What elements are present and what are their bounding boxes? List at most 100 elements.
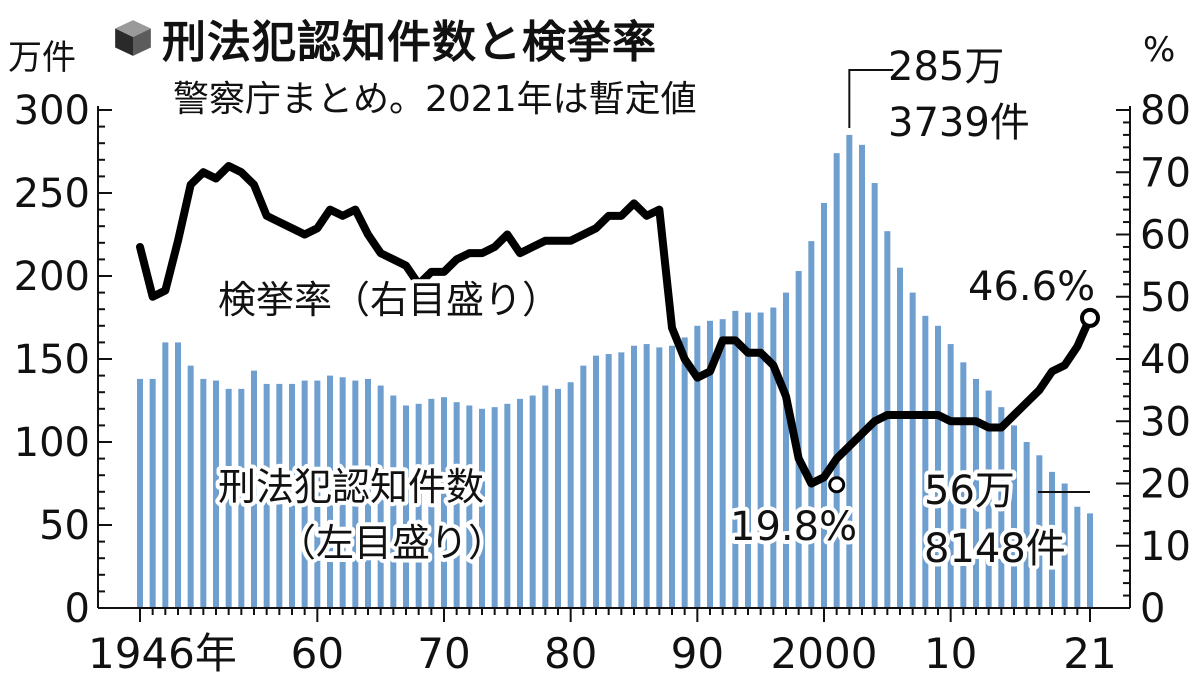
right-tick-label: 80 — [1140, 88, 1191, 134]
bar — [909, 292, 916, 608]
bar — [149, 378, 156, 608]
bar — [555, 388, 561, 608]
left-tick-label: 200 — [14, 254, 90, 300]
bar — [453, 402, 460, 608]
clearance-rate-line — [136, 162, 1094, 488]
left-tick-label: 0 — [65, 586, 90, 632]
bar — [719, 319, 726, 608]
last-rate-annotation: 46.6% — [968, 264, 1095, 310]
bar — [973, 378, 979, 608]
right-tick-label: 0 — [1140, 586, 1165, 632]
bar — [783, 292, 789, 608]
bar-series-sublabel: （左目盛り） — [278, 521, 506, 565]
x-tick-label: 21 — [1063, 629, 1116, 675]
bar — [808, 241, 815, 608]
bar — [390, 395, 397, 608]
right-tick-label: 60 — [1140, 213, 1191, 259]
bar — [263, 383, 270, 608]
bar — [643, 344, 650, 608]
bar — [162, 342, 169, 608]
bar — [859, 144, 865, 609]
right-tick-label: 40 — [1140, 337, 1191, 383]
bar — [1074, 506, 1081, 608]
x-tick-label: 90 — [671, 629, 724, 675]
bar — [656, 347, 663, 608]
right-tick-label: 20 — [1140, 462, 1191, 508]
bar — [175, 342, 181, 608]
bar — [276, 383, 283, 608]
bar — [694, 325, 701, 608]
bar — [1036, 455, 1043, 608]
bar — [517, 398, 523, 608]
bar — [985, 390, 992, 608]
bar — [821, 202, 827, 608]
last-count-annotation-line1: 56万 — [924, 468, 1015, 514]
chart-labels: 検挙率（右目盛り） 刑法犯認知件数 （左目盛り） 285万 3739件 19.8% 46.6… — [214, 44, 1099, 576]
bar — [352, 380, 359, 608]
bar — [567, 382, 574, 608]
x-tick-label: 2000 — [771, 629, 878, 675]
left-tick-label: 100 — [14, 420, 90, 466]
bar — [681, 337, 688, 608]
right-tick-label: 30 — [1140, 399, 1191, 445]
chart-title: 刑法犯認知件数と検挙率 — [162, 17, 657, 68]
bar — [251, 370, 257, 608]
bar — [491, 407, 498, 608]
bar-series-label: 刑法犯認知件数 — [218, 465, 484, 509]
bar — [542, 385, 549, 608]
bar — [631, 345, 637, 608]
left-axis-unit: 万件 — [8, 38, 76, 78]
x-tick-label: 80 — [544, 629, 597, 675]
bar-series — [137, 134, 1093, 609]
bar — [403, 405, 409, 608]
bar — [1061, 483, 1068, 608]
bar — [871, 183, 878, 609]
bar — [745, 312, 751, 608]
x-tick-label: 70 — [417, 629, 470, 675]
bar — [669, 345, 675, 608]
bar — [213, 380, 219, 608]
bar — [415, 403, 422, 608]
bar — [327, 375, 333, 608]
bar — [1023, 442, 1030, 608]
line-series-label: 検挙率（右目盛り） — [218, 278, 560, 322]
last-count-annotation-line2: 8148件 — [924, 526, 1066, 572]
min-annotation: 19.8% — [730, 504, 857, 550]
right-tick-label: 70 — [1140, 150, 1191, 196]
chart-subtitle: 警察庁まとめ。2021年は暫定値 — [173, 79, 697, 120]
bar — [1011, 425, 1017, 608]
bar — [897, 267, 903, 608]
left-tick-label: 150 — [14, 337, 90, 383]
right-tick-label: 10 — [1140, 524, 1191, 570]
right-axis-unit: % — [1143, 30, 1176, 70]
bar — [238, 388, 245, 608]
bar — [479, 408, 485, 608]
bar — [605, 354, 612, 608]
bar — [707, 320, 713, 608]
right-tick-label: 50 — [1140, 275, 1191, 321]
x-tick-label: 10 — [924, 629, 977, 675]
x-tick-label: 60 — [291, 629, 344, 675]
cube-icon — [115, 20, 151, 56]
bar — [1049, 471, 1055, 608]
bar — [947, 344, 954, 608]
bar — [998, 407, 1005, 608]
bar — [428, 398, 435, 608]
bar — [289, 383, 295, 608]
axes: 0 50 100 150 200 250 300 0 10 20 30 40 50 60 70 80 1946年… — [14, 88, 1191, 675]
bar — [833, 153, 840, 608]
bar — [593, 355, 599, 608]
bar — [339, 377, 346, 608]
x-tick-label: 1946年 — [88, 629, 237, 675]
peak-annotation-line1: 285万 — [888, 44, 1004, 90]
peak-annotation-line2: 3739件 — [888, 100, 1030, 146]
title-block: 刑法犯認知件数と検挙率 — [112, 6, 657, 70]
bar — [846, 134, 853, 608]
left-tick-label: 300 — [14, 88, 90, 134]
peak-leader-line — [848, 69, 894, 128]
bar — [757, 312, 764, 608]
bar — [770, 307, 777, 608]
bar — [137, 378, 143, 608]
bar — [529, 395, 536, 608]
